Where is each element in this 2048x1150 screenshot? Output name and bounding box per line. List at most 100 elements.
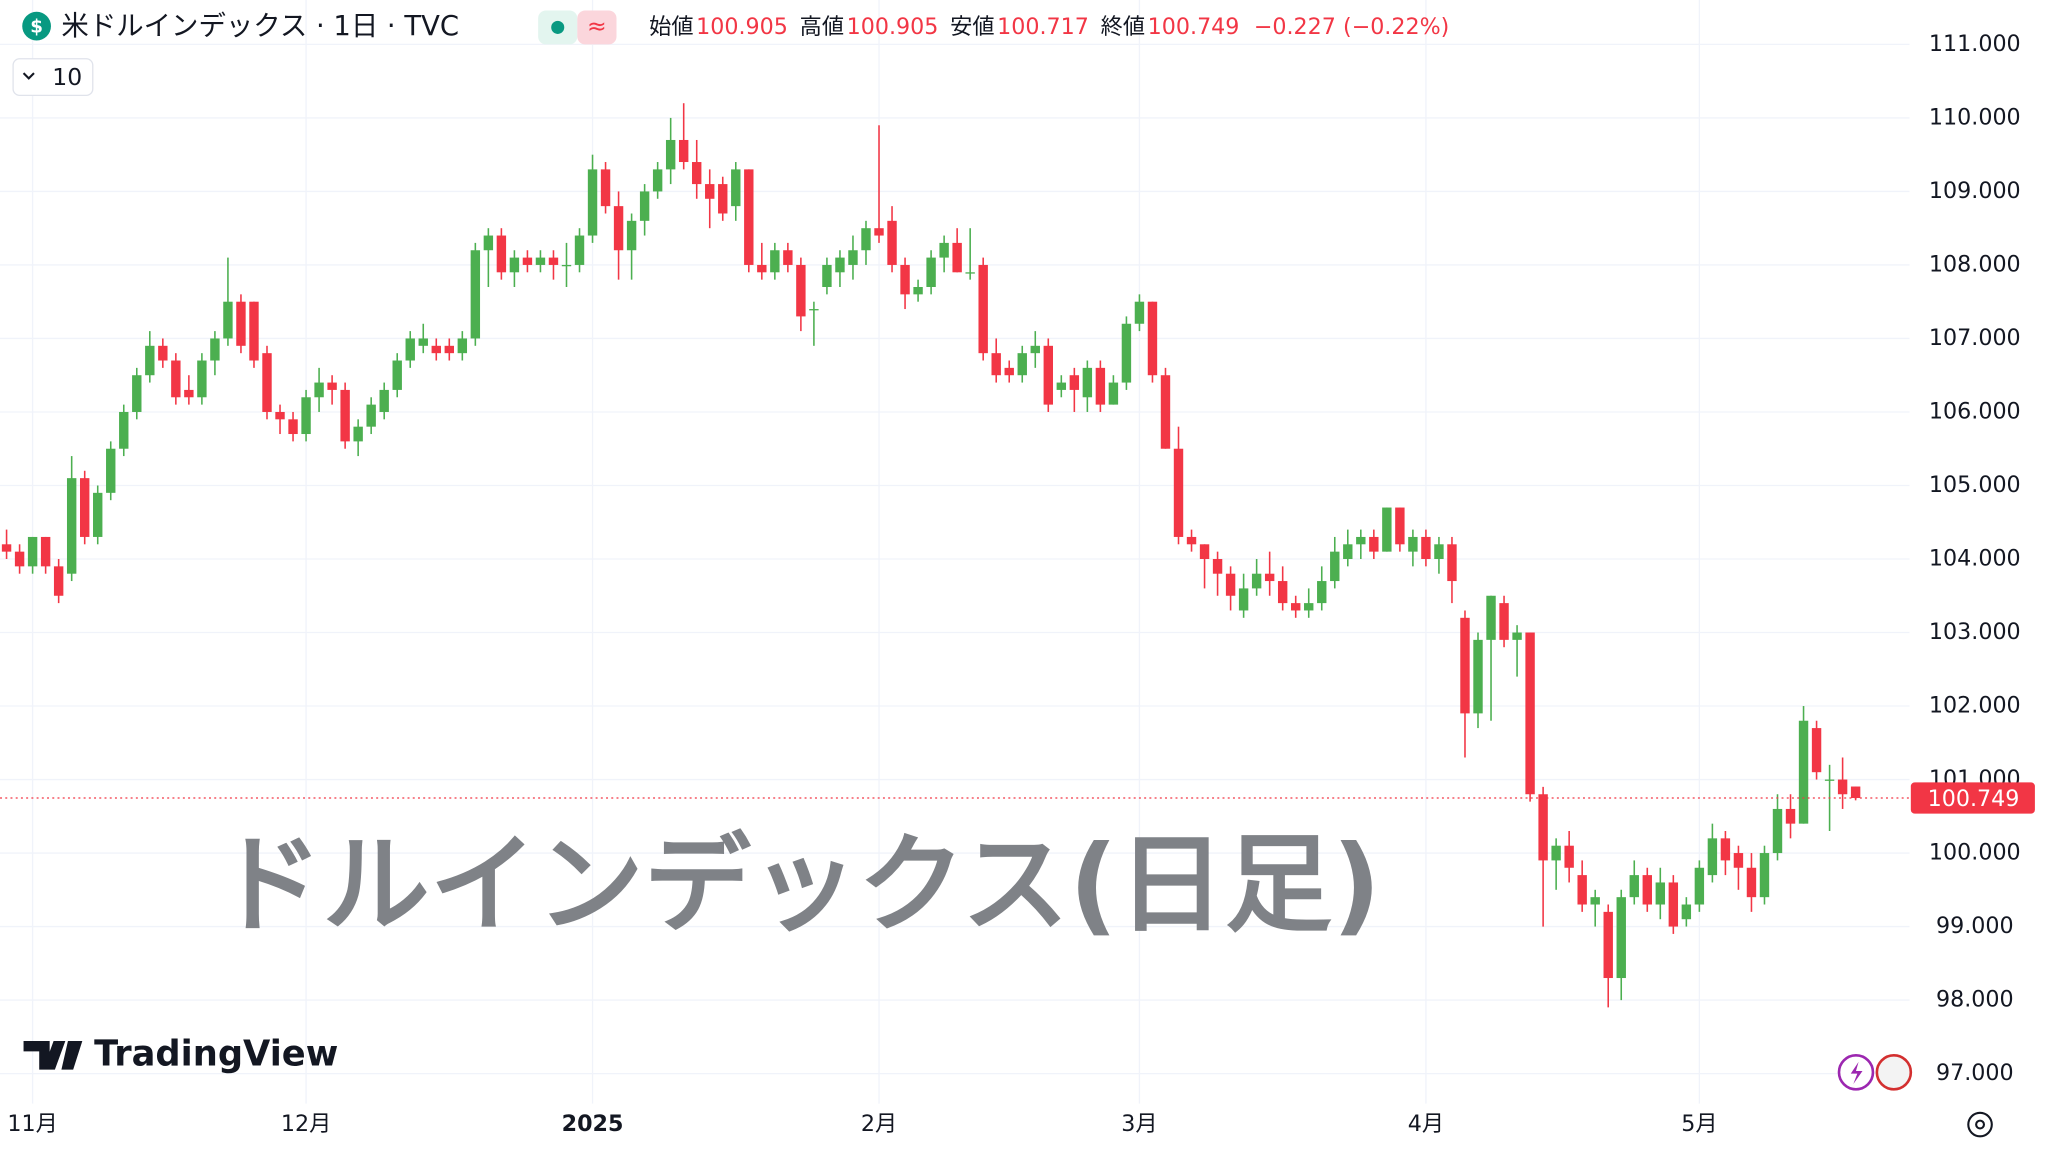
candle-body [900, 264, 910, 295]
candle-body [1603, 911, 1613, 979]
candle-body [509, 257, 520, 273]
candle-body [913, 287, 923, 295]
candle-body [1147, 301, 1158, 376]
candle-body [744, 169, 754, 265]
indicator-toggle[interactable] [12, 58, 94, 96]
candle-body [1421, 536, 1431, 560]
candle-body [770, 250, 780, 273]
watermark: ドルインデックス(日足) [216, 823, 1381, 947]
candle-body [314, 382, 324, 398]
candle-body [53, 566, 64, 596]
candle-body [705, 184, 715, 199]
candle-body [366, 404, 376, 427]
candle-body [939, 242, 949, 258]
candle-body [1824, 779, 1835, 781]
y-tick-label: 105.000 [1929, 472, 2021, 498]
y-tick-label: 102.000 [1929, 693, 2021, 719]
symbol-title: 米ドルインデックス · 1日 · TVC [61, 11, 459, 42]
candle-body [496, 235, 507, 273]
ohlc-label: 安値 [950, 14, 994, 40]
candle-body [887, 220, 897, 265]
ohlc-value: 100.905 [696, 14, 788, 40]
candle-body [470, 250, 481, 339]
candle-body [1707, 838, 1718, 876]
candle-body [1004, 367, 1014, 376]
candle-body [301, 397, 311, 435]
candle-body [548, 257, 559, 265]
candle-body [27, 536, 38, 567]
candle-body [1186, 536, 1197, 545]
candle-body [718, 184, 728, 214]
candle-body [1772, 808, 1783, 854]
flash-glyph [1850, 1061, 1863, 1085]
candle-body [835, 257, 845, 273]
candle-body [692, 162, 702, 185]
candle-body [1460, 617, 1470, 714]
y-tick-label: 110.000 [1929, 104, 2021, 130]
candle-body [275, 411, 285, 420]
candle-body [353, 426, 363, 442]
candle-body [796, 264, 806, 317]
candle-body [392, 360, 402, 390]
delay-pill[interactable] [577, 10, 617, 45]
candle-body [158, 345, 168, 361]
candle-body [1681, 904, 1692, 920]
ohlc-legend: 始値 100.905 高値 100.905 安値 100.717 終値 100.749 −0.2… [649, 14, 1449, 40]
candle-body [731, 169, 741, 207]
candle-body [535, 257, 546, 265]
candle-body [1043, 345, 1053, 405]
symbol-icon [22, 11, 51, 41]
ohlc-value: 100.749 [1148, 14, 1240, 40]
candle-body [1486, 595, 1496, 640]
candle-body [952, 242, 962, 273]
candle-body [327, 382, 337, 390]
candle-body [1095, 367, 1106, 405]
candle-body [262, 353, 272, 412]
header: $ 米ドルインデックス · 1日 · TVC ≈ 始値 100.905 高値 100.… [12, 10, 1449, 96]
candle-body [1317, 581, 1327, 604]
y-tick-label: 111.000 [1929, 31, 2021, 57]
candle-body [483, 235, 494, 251]
candle-body [1564, 845, 1574, 868]
candle-body [1134, 301, 1145, 324]
candle-body [1291, 603, 1301, 611]
candle-body [1720, 838, 1731, 861]
candle-body [978, 264, 988, 354]
candle-body [1668, 882, 1679, 927]
candle-body [1733, 853, 1744, 868]
candle-body [1030, 345, 1040, 354]
ohlc-change: −0.227 (−0.22%) [1254, 14, 1450, 40]
candle-body [1811, 728, 1822, 773]
status-dot [551, 20, 565, 34]
brand: TradingView [94, 1033, 338, 1074]
candle-body [757, 264, 767, 273]
candle-body [93, 492, 103, 537]
ohlc-label: 始値 [649, 14, 693, 40]
candle-body [1343, 544, 1353, 560]
flag-icon[interactable] [1875, 1054, 1913, 1091]
candle-body [1694, 867, 1705, 905]
y-tick-label: 103.000 [1929, 619, 2021, 645]
candle-body [197, 360, 207, 398]
candle-body [1499, 603, 1509, 640]
candle-body [678, 139, 689, 163]
candle-body [1173, 448, 1184, 537]
candle-body [40, 536, 51, 567]
candle-body [1082, 367, 1093, 398]
candle-body [1277, 581, 1288, 604]
settings-icon[interactable] [1967, 1111, 1993, 1138]
ohlc-label: 高値 [800, 14, 844, 40]
candle-body [1746, 867, 1757, 898]
candle-body [1616, 897, 1626, 979]
candle-body [1356, 536, 1366, 545]
candle-body [1, 544, 12, 552]
y-tick-label: 109.000 [1929, 178, 2021, 204]
candle-body [1108, 382, 1119, 405]
x-tick-label: 2月 [861, 1111, 897, 1137]
candle-body [1590, 897, 1600, 905]
bottom-icons [1837, 1054, 1993, 1138]
candle-body [431, 345, 441, 354]
candle-body [249, 301, 259, 361]
y-tick-label: 107.000 [1929, 325, 2021, 351]
